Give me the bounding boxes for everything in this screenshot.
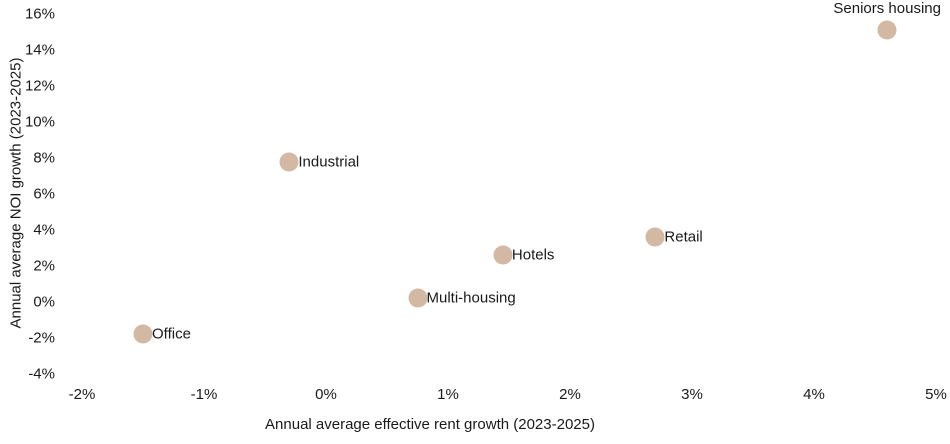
y-tick-label: 0%: [33, 293, 55, 311]
scatter-point-industrial: [279, 152, 299, 172]
scatter-point-multi-housing: [408, 288, 427, 308]
y-tick-label: -4%: [28, 365, 55, 383]
x-tick-label: 4%: [803, 386, 825, 403]
point-label-hotels: Hotels: [511, 246, 555, 264]
y-tick-label: -2%: [28, 329, 55, 347]
x-tick-label: -2%: [68, 386, 96, 403]
y-tick-label: 6%: [33, 185, 55, 203]
y-tick-label: 16%: [24, 5, 55, 23]
y-tick-label: 4%: [33, 221, 55, 239]
point-label-office: Office: [152, 325, 191, 343]
point-label-multi-housing: Multi-housing: [426, 289, 516, 307]
x-tick-label: 2%: [559, 386, 581, 403]
y-tick-label: 12%: [24, 77, 55, 95]
x-tick-label: 3%: [681, 386, 703, 403]
scatter-point-retail: [645, 227, 665, 247]
x-tick-label: 1%: [437, 386, 459, 403]
y-tick-label: 14%: [24, 41, 55, 59]
x-tick-label: 0%: [315, 386, 337, 403]
x-tick-label: 5%: [925, 386, 947, 403]
scatter-point-seniors-housing: [877, 20, 897, 40]
point-label-retail: Retail: [664, 228, 703, 246]
point-label-industrial: Industrial: [298, 153, 360, 171]
y-tick-label: 8%: [33, 149, 55, 167]
scatter-point-hotels: [493, 245, 513, 265]
scatter-point-office: [133, 324, 153, 344]
y-tick-label: 2%: [33, 257, 55, 275]
x-tick-label: -1%: [190, 386, 218, 403]
point-label-seniors-housing: Seniors housing: [833, 0, 941, 18]
y-tick-label: 10%: [24, 113, 55, 131]
x-axis-title: Annual average effective rent growth (20…: [265, 416, 595, 433]
